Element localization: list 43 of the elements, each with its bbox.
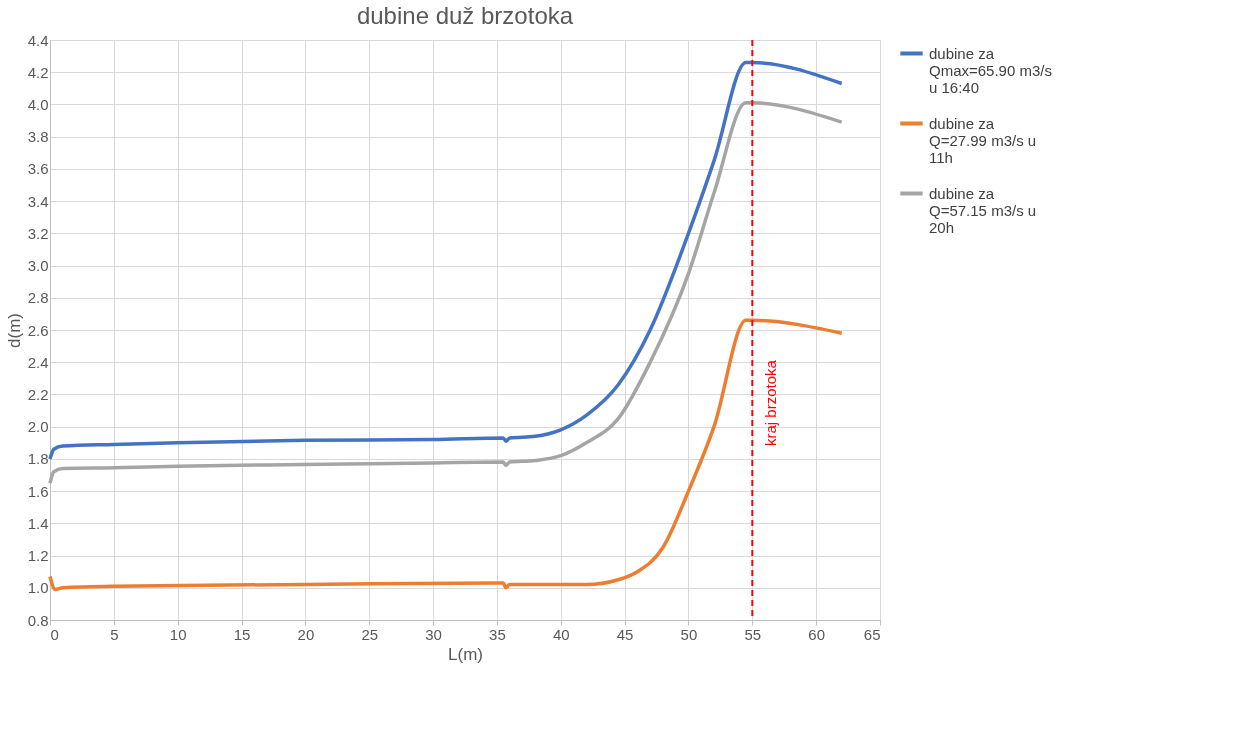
legend-label: dubine za Qmax=65.90 m3/s u 16:40 bbox=[929, 44, 1052, 96]
y-tick-label: 4.4 bbox=[27, 31, 49, 49]
x-tick-label: 15 bbox=[233, 625, 251, 643]
y-tick-label: 2.6 bbox=[27, 321, 49, 339]
x-tick-label: 20 bbox=[297, 625, 315, 643]
x-tick-label: 10 bbox=[169, 625, 187, 643]
y-tick-label: 2.0 bbox=[27, 418, 49, 436]
y-tick-label: 3.8 bbox=[27, 128, 49, 146]
y-tick-label: 4.0 bbox=[27, 95, 49, 113]
y-tick-label: 4.2 bbox=[27, 63, 49, 81]
x-tick-label: 25 bbox=[361, 625, 379, 643]
x-tick-label: 5 bbox=[110, 625, 119, 643]
x-tick-label: 35 bbox=[489, 625, 506, 643]
legend-label: dubine za Q=27.99 m3/s u 11h bbox=[929, 114, 1037, 166]
y-tick-label: 2.4 bbox=[27, 353, 49, 371]
line-series bbox=[48, 101, 844, 485]
y-tick-label: 1.4 bbox=[27, 514, 49, 532]
x-tick-label: 45 bbox=[616, 625, 634, 643]
x-tick-label: 0 bbox=[50, 625, 59, 643]
legend-label: dubine za Q=57.15 m3/s u 20h bbox=[929, 184, 1037, 236]
y-tick-label: 3.2 bbox=[27, 224, 49, 242]
x-tick-label: 55 bbox=[744, 625, 762, 643]
line-series bbox=[48, 60, 844, 461]
y-tick-label: 3.6 bbox=[27, 160, 49, 178]
y-tick-label: 0.8 bbox=[27, 611, 49, 629]
x-tick-label: 65 bbox=[863, 625, 881, 643]
x-axis-title: L(m) bbox=[448, 644, 483, 664]
y-tick-label: 2.8 bbox=[27, 289, 49, 307]
ref-line-label: kraj brzotoka bbox=[762, 359, 780, 446]
y-axis-title: d(m) bbox=[4, 313, 24, 348]
chart-title: dubine duž brzotoka bbox=[356, 2, 574, 29]
y-tick-label: 1.0 bbox=[27, 579, 49, 597]
x-tick-label: 40 bbox=[552, 625, 570, 643]
y-tick-label: 2.2 bbox=[27, 385, 49, 403]
y-tick-label: 1.6 bbox=[27, 482, 49, 500]
y-tick-label: 1.2 bbox=[27, 547, 49, 565]
y-tick-label: 3.0 bbox=[27, 257, 49, 275]
y-tick-label: 1.8 bbox=[27, 450, 49, 468]
line-series bbox=[48, 318, 844, 592]
x-tick-label: 50 bbox=[680, 625, 698, 643]
y-tick-label: 3.4 bbox=[27, 192, 49, 210]
x-tick-label: 60 bbox=[808, 625, 825, 643]
x-tick-label: 30 bbox=[425, 625, 442, 643]
